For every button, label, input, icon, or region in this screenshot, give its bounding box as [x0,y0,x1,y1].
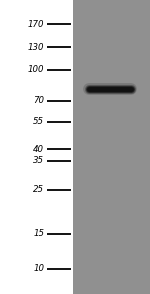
Text: 25: 25 [33,185,44,194]
Text: 70: 70 [33,96,44,105]
Text: 35: 35 [33,156,44,165]
Text: 55: 55 [33,117,44,126]
Text: 40: 40 [33,145,44,153]
Text: 100: 100 [28,66,44,74]
Text: 130: 130 [28,43,44,52]
Text: 10: 10 [33,264,44,273]
Bar [73,0,150,294]
Text: 170: 170 [28,20,44,29]
Text: 15: 15 [33,229,44,238]
